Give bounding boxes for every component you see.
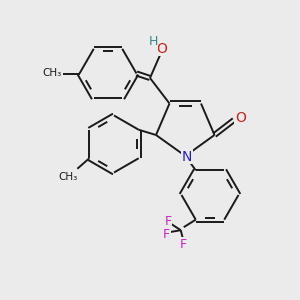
Text: F: F bbox=[180, 238, 187, 251]
Text: O: O bbox=[157, 42, 167, 56]
Text: N: N bbox=[182, 150, 192, 164]
Text: CH₃: CH₃ bbox=[42, 68, 61, 78]
Text: F: F bbox=[163, 228, 170, 241]
Text: O: O bbox=[235, 112, 246, 125]
Text: H: H bbox=[148, 35, 158, 48]
Text: CH₃: CH₃ bbox=[58, 172, 77, 182]
Text: F: F bbox=[165, 215, 172, 228]
